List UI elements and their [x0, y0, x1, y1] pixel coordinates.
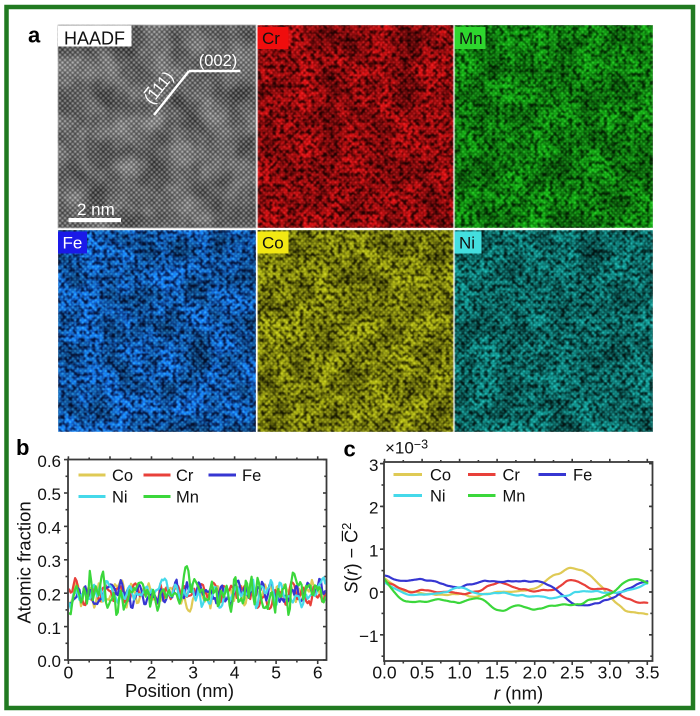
svg-text:3.5: 3.5	[635, 663, 659, 683]
svg-text:4: 4	[230, 663, 240, 683]
svg-text:(002): (002)	[199, 52, 238, 70]
svg-text:1.0: 1.0	[447, 663, 472, 683]
svg-text:−1: −1	[359, 627, 378, 646]
svg-text:0: 0	[369, 584, 378, 603]
svg-text:Mn: Mn	[176, 489, 199, 507]
svg-text:6: 6	[313, 663, 323, 683]
svg-text:3: 3	[369, 456, 378, 475]
svg-text:0.2: 0.2	[37, 585, 61, 604]
svg-text:HAADF: HAADF	[64, 29, 125, 49]
svg-text:0.1: 0.1	[37, 619, 61, 638]
svg-text:2: 2	[369, 499, 378, 518]
svg-text:0.5: 0.5	[410, 663, 434, 683]
svg-text:Fe: Fe	[573, 467, 592, 485]
svg-text:0: 0	[64, 663, 74, 683]
svg-text:1: 1	[105, 663, 115, 683]
svg-text:0.0: 0.0	[372, 663, 397, 683]
svg-text:2 nm: 2 nm	[77, 200, 115, 219]
svg-text:r (nm): r (nm)	[494, 683, 543, 704]
svg-text:Fe: Fe	[63, 234, 83, 253]
svg-text:Ni: Ni	[112, 489, 128, 507]
svg-text:2.5: 2.5	[560, 663, 584, 683]
svg-text:0.3: 0.3	[37, 552, 61, 571]
svg-text:Atomic fraction: Atomic fraction	[14, 501, 35, 623]
svg-text:5: 5	[271, 663, 281, 683]
svg-text:1: 1	[369, 541, 378, 560]
svg-text:Cr: Cr	[176, 467, 194, 485]
svg-text:c: c	[344, 436, 356, 461]
svg-text:2: 2	[147, 663, 157, 683]
svg-text:Mn: Mn	[459, 29, 483, 48]
svg-text:0.0: 0.0	[37, 652, 61, 671]
svg-text:a: a	[28, 23, 41, 48]
svg-text:3: 3	[188, 663, 198, 683]
svg-text:0.4: 0.4	[37, 519, 61, 538]
svg-text:Ni: Ni	[459, 234, 475, 253]
svg-text:Mn: Mn	[503, 488, 526, 506]
svg-text:Cr: Cr	[503, 467, 521, 485]
svg-text:Co: Co	[430, 467, 451, 485]
svg-text:Fe: Fe	[242, 467, 261, 485]
svg-text:2.0: 2.0	[523, 663, 548, 683]
svg-text:Ni: Ni	[430, 488, 446, 506]
svg-text:0.5: 0.5	[37, 485, 61, 504]
svg-text:Position (nm): Position (nm)	[125, 680, 234, 701]
svg-text:Co: Co	[112, 467, 133, 485]
svg-text:b: b	[16, 435, 29, 460]
svg-text:1.5: 1.5	[485, 663, 509, 683]
svg-text:0.6: 0.6	[37, 452, 61, 471]
svg-text:S(r) − C̅2: S(r) − C̅2	[339, 523, 362, 594]
svg-text:3.0: 3.0	[598, 663, 623, 683]
svg-text:Cr: Cr	[262, 29, 280, 48]
svg-text:Co: Co	[262, 234, 284, 253]
